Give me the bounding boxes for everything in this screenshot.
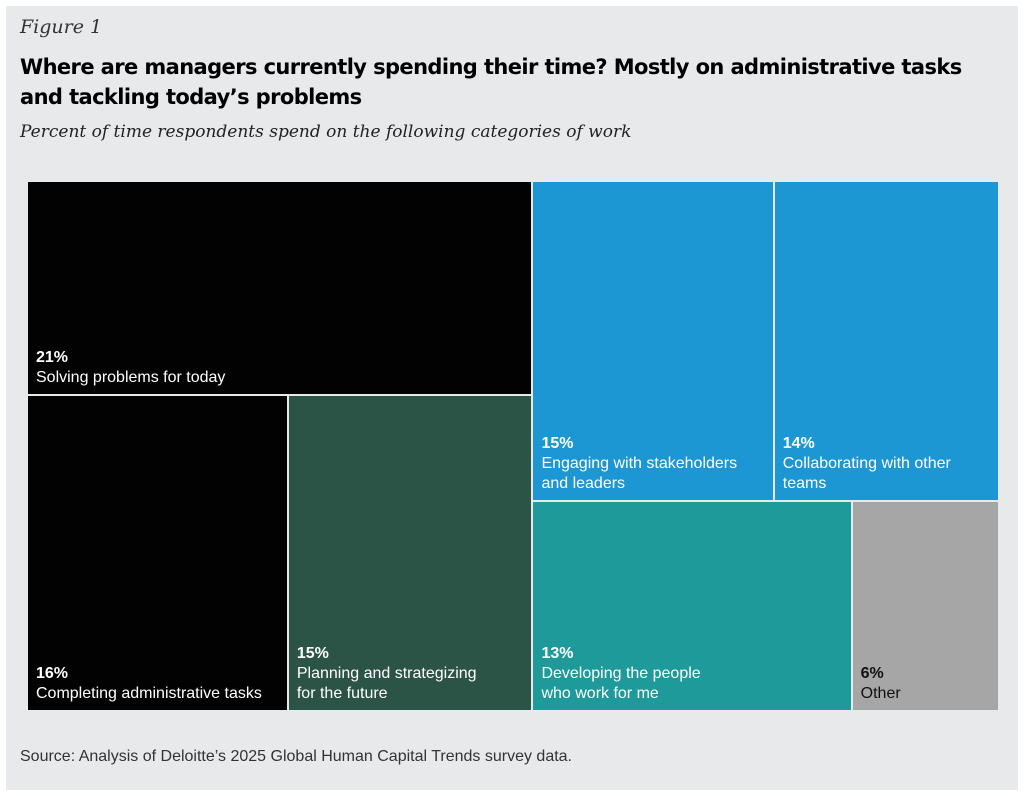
tile-value-label: 16% <box>36 664 69 682</box>
tile-category-label: Solving problems for today <box>36 369 226 387</box>
tile-category-label: Planning and strategizing for the future <box>296 664 477 702</box>
tile-value-label: 21% <box>36 349 69 367</box>
tile-category-label: Completing administrative tasks <box>36 684 262 702</box>
tile-value-label: 15% <box>541 435 574 453</box>
tile-value-label: 13% <box>541 644 574 662</box>
tile-text: 15% Engaging with stakeholders and leader… <box>541 434 737 494</box>
treemap-tile: 14% Collaborating with other teams <box>774 182 998 501</box>
treemap-tile: 6% Other <box>852 502 998 710</box>
chart-title: Where are managers currently spending th… <box>20 55 962 109</box>
tile-text: 14% Collaborating with other teams <box>783 434 998 494</box>
tile-text: 21% Solving problems for today <box>36 348 225 388</box>
treemap-tile: 15% Engaging with stakeholders and leader… <box>533 182 773 501</box>
treemap-tile: 15% Planning and strategizing for the fut… <box>288 396 532 710</box>
tile-value-label: 15% <box>296 644 329 662</box>
source-note: Source: Analysis of Deloitte’s 2025 Glob… <box>20 748 572 765</box>
tile-text: 16% Completing administrative tasks <box>36 664 262 704</box>
tile-text: 13% Developing the people who work for me <box>541 644 700 704</box>
treemap-tile: 16% Completing administrative tasks <box>28 396 287 710</box>
tile-value-label: 14% <box>782 435 815 453</box>
chart-subtitle: Percent of time respondents spend on the… <box>20 122 632 142</box>
treemap-tile: 13% Developing the people who work for me <box>533 502 851 710</box>
tile-category-label: Engaging with stakeholders and leaders <box>541 455 738 493</box>
tile-category-label: Other <box>860 684 901 702</box>
tile-value-label: 6% <box>860 664 884 682</box>
tile-text: 15% Planning and strategizing for the fut… <box>297 644 477 704</box>
treemap-tile: 21% Solving problems for today <box>28 182 532 395</box>
tile-text: 6% Other <box>861 664 901 704</box>
tile-category-label: Developing the people who work for me <box>541 664 701 702</box>
figure-label: Figure 1 <box>20 16 103 38</box>
tile-category-label: Collaborating with other teams <box>782 455 951 493</box>
